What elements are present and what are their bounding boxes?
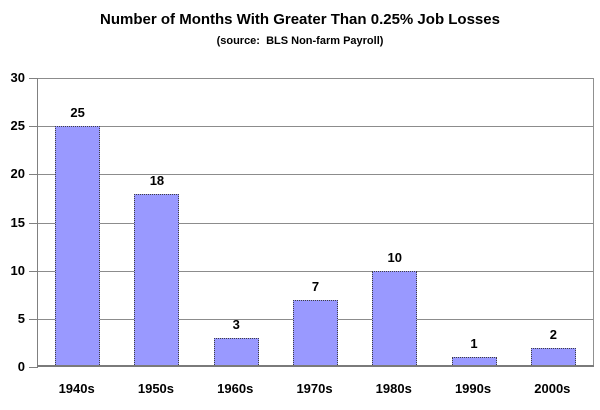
- bar-1950s: [134, 194, 180, 367]
- y-tick-label-30: 30: [10, 70, 25, 85]
- x-tick-label-1960s: 1960s: [217, 381, 254, 396]
- y-tick-label-15: 15: [10, 215, 25, 230]
- bar-value-label-1950s: 18: [149, 173, 165, 188]
- plot-area: 25 18 3 7 10 1 2: [29, 78, 594, 368]
- y-axis-tick-10: [29, 271, 38, 272]
- x-tick-label-1950s: 1950s: [137, 381, 175, 396]
- x-tick-label-2000s: 2000s: [534, 381, 571, 396]
- gridline-30: [38, 78, 593, 79]
- x-axis-baseline: [37, 365, 594, 367]
- bar-value-label-1970s: 7: [311, 279, 320, 294]
- y-axis-tick-30: [29, 78, 38, 79]
- y-tick-label-10: 10: [10, 263, 25, 278]
- y-tick-label-5: 5: [17, 311, 25, 326]
- bar-1960s: [213, 338, 259, 367]
- chart-subtitle: (source: BLS Non-farm Payroll): [216, 35, 384, 47]
- gridline-25: [38, 126, 593, 127]
- x-tick-label-1990s: 1990s: [454, 381, 492, 396]
- bar-value-label-1980s: 10: [387, 250, 402, 265]
- gridline-15: [38, 223, 593, 224]
- bar-value-label-1990s: 1: [470, 336, 478, 351]
- y-tick-label-0: 0: [17, 359, 25, 374]
- x-tick-label-1970s: 1970s: [296, 381, 333, 396]
- gridline-10: [38, 271, 593, 272]
- x-tick-label-1940s: 1940s: [58, 381, 95, 396]
- bar-value-label-1960s: 3: [232, 317, 240, 332]
- chart-title: Number of Months With Greater Than 0.25%…: [100, 11, 500, 28]
- y-axis-tick-20: [29, 174, 38, 175]
- y-tick-label-25: 25: [10, 118, 25, 133]
- gridline-20: [38, 174, 593, 175]
- y-axis-tick-25: [29, 126, 38, 127]
- bar-value-label-2000s: 2: [549, 327, 557, 342]
- y-axis-tick-5: [29, 319, 38, 320]
- bar-1980s: [372, 271, 418, 367]
- y-tick-label-20: 20: [10, 166, 25, 181]
- bar-1940s: [55, 126, 101, 367]
- bar-1970s: [293, 300, 338, 367]
- bar-value-label-1940s: 25: [70, 105, 85, 120]
- y-axis-tick-15: [29, 223, 38, 224]
- x-tick-label-1980s: 1980s: [375, 381, 412, 396]
- y-axis-tick-0: [29, 367, 38, 368]
